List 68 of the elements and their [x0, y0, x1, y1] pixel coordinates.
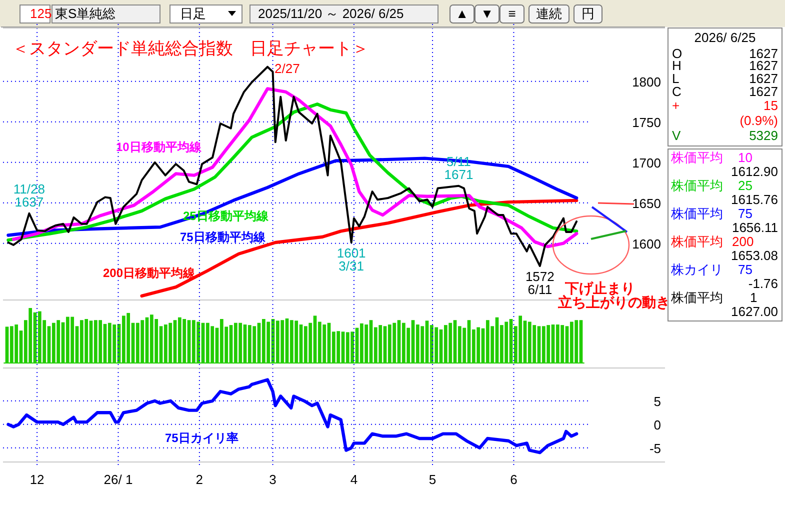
text: 1656.11 [732, 220, 778, 235]
text: ≡ [508, 6, 516, 21]
text: 1627 [749, 71, 778, 86]
text: 15 [764, 98, 778, 113]
text: 2026/ 6/25 [694, 30, 756, 45]
x-tick-label: 6 [510, 472, 518, 487]
x-tick-label: 5 [428, 472, 436, 487]
text: 1 [750, 290, 758, 305]
text: 1612.90 [731, 164, 778, 179]
text: -1.76 [748, 276, 778, 291]
text: 1627.00 [731, 304, 778, 319]
text: 10 [738, 150, 752, 165]
text: 連続 [536, 6, 562, 21]
text: 1627 [749, 58, 778, 73]
annotation: 2/27 [274, 60, 300, 76]
annotation: 下げ止まり [564, 280, 635, 296]
text: 2025/11/20 ～ 2026/ 6/25 [258, 6, 404, 21]
text: 日足 [180, 6, 206, 21]
y-tick-label: 1700 [632, 155, 661, 170]
annotation: 立ち上がりの動き [557, 294, 670, 310]
text: 東S単純総 [55, 6, 116, 21]
x-tick-label: 4 [350, 472, 358, 487]
x-tick-label: 26/ 1 [104, 472, 133, 487]
text: 株カイリ [670, 262, 723, 277]
annotation: 1572 6/11 [525, 269, 554, 297]
y-tick-label: 0 [654, 417, 661, 432]
text: (0.9%) [740, 113, 778, 128]
text: 1627 [749, 46, 778, 61]
x-tick-label: 12 [30, 472, 44, 487]
text: 125 [30, 6, 52, 21]
x-tick-label: 3 [269, 472, 276, 487]
text: 25 [738, 178, 752, 193]
series-label: 200日移動平均線 [103, 266, 196, 280]
text: V [672, 128, 681, 143]
text: 株価平均 [670, 234, 723, 249]
text: L [672, 71, 680, 86]
text: 75 [738, 206, 752, 221]
text: 円 [582, 6, 594, 21]
text: 1627 [749, 84, 778, 99]
y-tick-label: 5 [654, 394, 661, 409]
text: + [672, 98, 680, 113]
text: 5329 [749, 128, 778, 143]
text: O [672, 46, 682, 61]
text: 200 [732, 234, 754, 249]
annotation: 11/28 1637 [13, 181, 45, 210]
y-tick-label: -5 [649, 440, 661, 456]
text: 株価平均 [670, 178, 723, 193]
annotation: 1601 3/31 [336, 246, 366, 274]
y-tick-label: 1750 [632, 114, 661, 130]
text: 株価平均 [670, 290, 723, 305]
series-label: 75日移動平均線 [180, 230, 266, 244]
text: 1653.08 [731, 248, 778, 263]
text: ▲ [456, 6, 468, 21]
text: ＜スタンダード単純総合指数 日足チャート＞ [12, 39, 369, 58]
series-label: 10日移動平均線 [116, 140, 202, 154]
text: C [672, 84, 682, 99]
y-tick-label: 1600 [632, 236, 661, 252]
text: 1615.76 [731, 192, 778, 207]
text: H [672, 58, 682, 73]
annotation: 5/11 1671 [444, 154, 474, 182]
text: 株価平均 [670, 206, 723, 221]
text: 75日カイリ率 [165, 431, 238, 445]
text: 株価平均 [670, 150, 723, 165]
y-tick-label: 1800 [632, 74, 661, 90]
text: ▼ [480, 6, 494, 21]
text: 75 [738, 262, 752, 277]
y-tick-label: 1650 [632, 196, 661, 211]
x-tick-label: 2 [196, 472, 204, 487]
